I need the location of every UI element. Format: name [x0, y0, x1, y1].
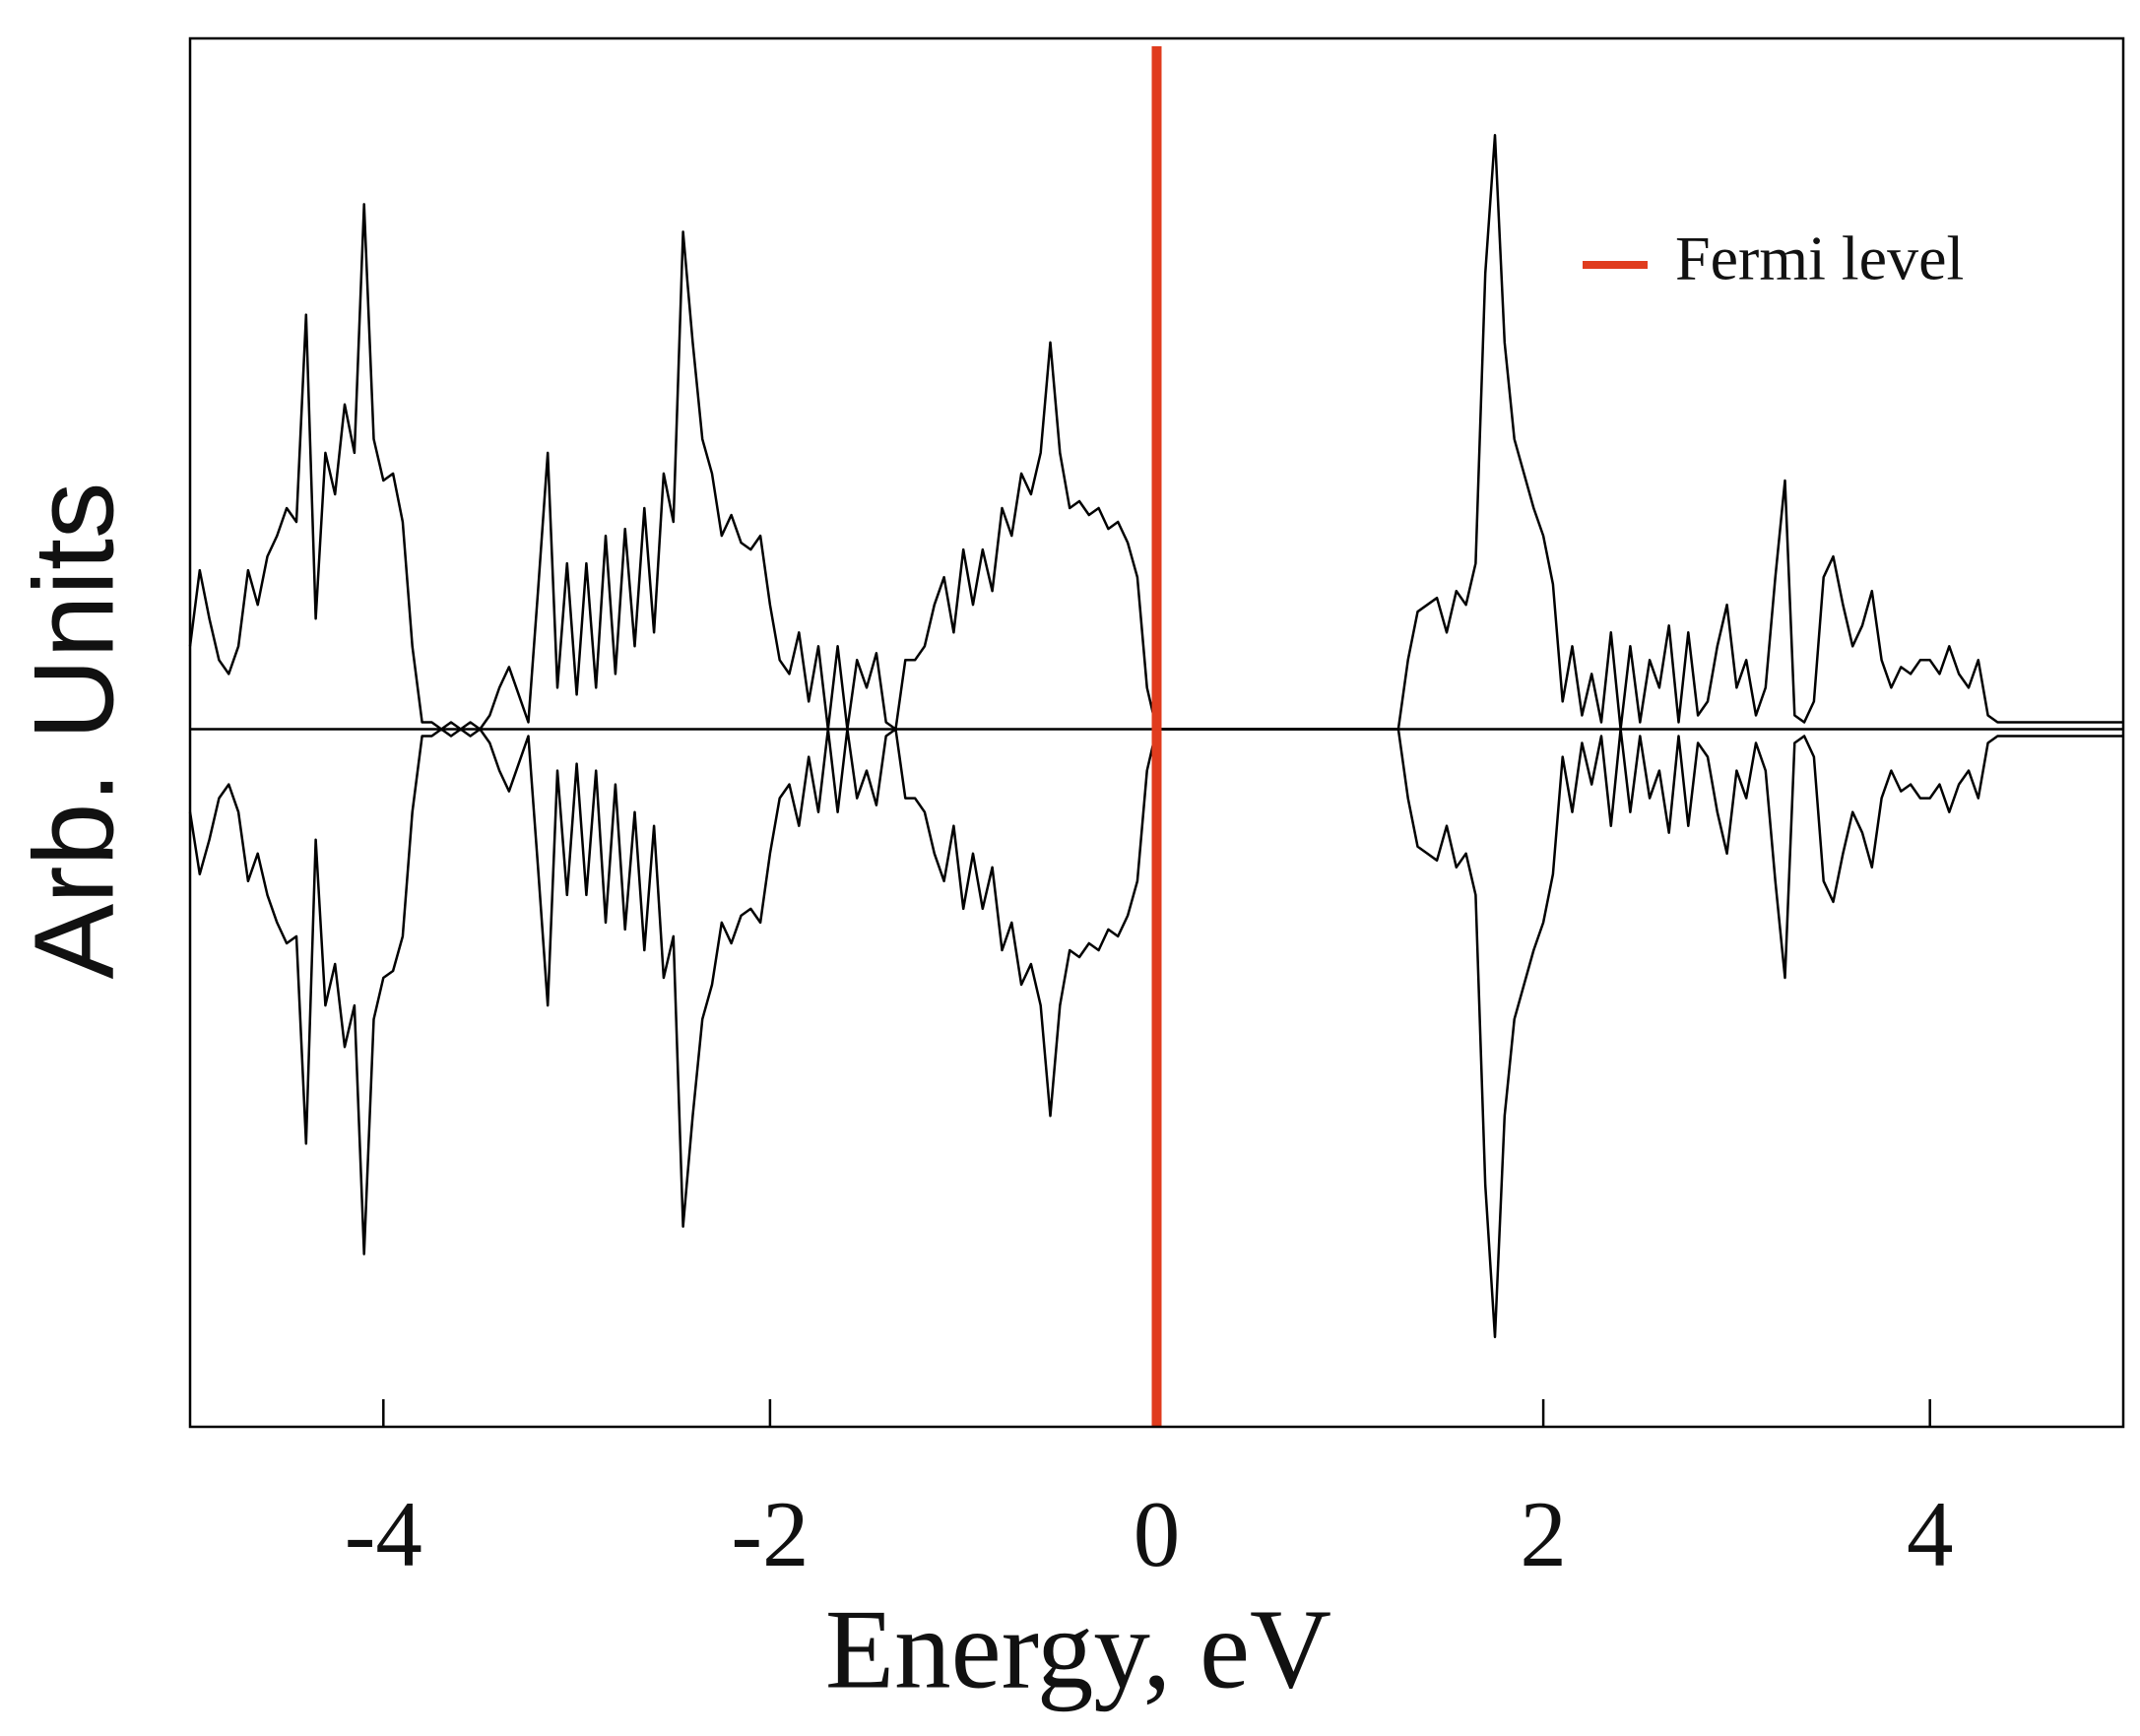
x-tick-label: 2 [1520, 1482, 1567, 1586]
x-tick-label: 4 [1907, 1482, 1954, 1586]
x-axis-label: Energy, eV [825, 1586, 1331, 1711]
x-tick-label: 0 [1134, 1482, 1181, 1586]
y-axis-label: Arb. Units [11, 482, 137, 980]
x-tick-label: -2 [731, 1482, 809, 1586]
x-tick-label: -4 [345, 1482, 422, 1586]
plot-frame [188, 36, 2125, 1429]
legend-label: Fermi level [1675, 224, 1964, 293]
